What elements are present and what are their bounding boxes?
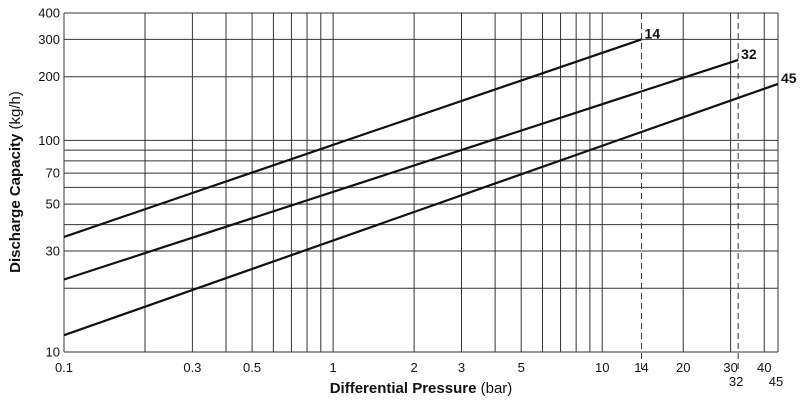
plot-area — [64, 13, 778, 352]
y-tick-label-300: 300 — [38, 32, 60, 47]
y-tick-label-10: 10 — [46, 345, 60, 360]
x-tick-label-row2-32: 32 — [729, 374, 743, 389]
x-axis-title-unit: (bar) — [476, 380, 512, 397]
series-label-32: 32 — [741, 46, 757, 62]
x-tick-label-5: 5 — [518, 360, 525, 375]
x-tick-label-30: 30 — [723, 360, 737, 375]
x-tick-label-1: 1 — [329, 360, 336, 375]
y-tick-label-200: 200 — [38, 69, 60, 84]
x-tick-label-0-1: 0.1 — [55, 360, 73, 375]
series-line-45 — [63, 82, 779, 337]
y-axis-title: Discharge Capacity (kg/h) — [7, 91, 24, 273]
x-tick-label-2: 2 — [411, 360, 418, 375]
series-label-14: 14 — [645, 25, 661, 41]
y-axis-title-main: Discharge Capacity — [7, 133, 24, 273]
series-lines — [63, 38, 779, 337]
x-tick-label-0-5: 0.5 — [243, 360, 261, 375]
y-tick-label-70: 70 — [46, 166, 60, 181]
y-tick-label-30: 30 — [46, 244, 60, 259]
series-label-45: 45 — [781, 70, 797, 86]
series-line-14 — [63, 38, 642, 238]
x-tick-label-20: 20 — [676, 360, 690, 375]
x-tick-label-3: 3 — [458, 360, 465, 375]
x-tick-label-40: 40 — [757, 360, 771, 375]
x-tick-label-row2-45: 45 — [769, 374, 783, 389]
y-tick-label-100: 100 — [38, 133, 60, 148]
x-tick-label-0-3: 0.3 — [183, 360, 201, 375]
y-tick-label-50: 50 — [46, 197, 60, 212]
y-tick-label-400: 400 — [38, 6, 60, 21]
x-tick-labels: 0.1 0.3 0.5 1 2 3 5 10 14 20 30 40 32 45 — [55, 360, 783, 389]
y-tick-labels: 10 30 50 70 100 200 300 400 — [38, 6, 60, 360]
x-tick-label-14: 14 — [634, 360, 648, 375]
x-tick-label-10: 10 — [595, 360, 609, 375]
x-axis-title: Differential Pressure (bar) — [330, 380, 513, 397]
x-axis-title-main: Differential Pressure — [330, 380, 477, 397]
series-labels: 14 32 45 — [645, 25, 797, 85]
y-axis-title-unit: (kg/h) — [7, 91, 24, 134]
series-line-32 — [63, 58, 739, 281]
